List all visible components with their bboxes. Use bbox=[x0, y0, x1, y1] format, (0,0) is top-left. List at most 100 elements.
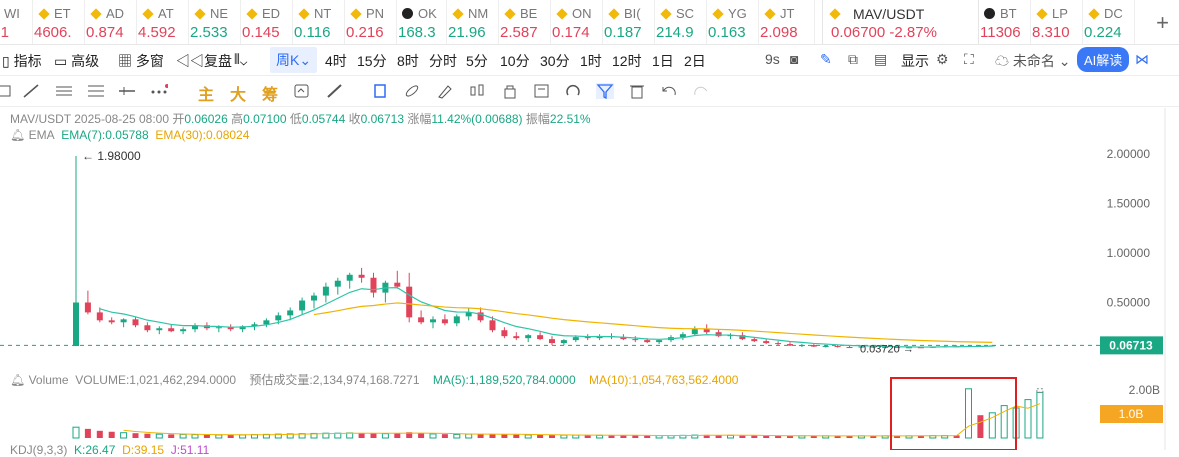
filter-icon[interactable] bbox=[596, 83, 614, 100]
fullscreen-icon[interactable]: ⛶ bbox=[964, 51, 974, 67]
chips-button[interactable]: 筹 bbox=[262, 87, 279, 104]
share-icon[interactable]: ⋈ bbox=[1135, 51, 1149, 67]
close-label: 收 bbox=[348, 112, 361, 126]
trash-icon[interactable] bbox=[628, 83, 646, 99]
candle-body bbox=[787, 344, 793, 346]
volume-bar bbox=[358, 433, 365, 438]
ticker-tab[interactable]: NT 0.116 bbox=[292, 0, 345, 44]
gear-icon[interactable]: ⚙ bbox=[936, 51, 949, 67]
sync-icon[interactable] bbox=[293, 83, 311, 99]
display-button[interactable]: 显示 bbox=[901, 53, 929, 69]
period-option[interactable]: 8时 bbox=[397, 53, 419, 69]
ticker-price: 0.174 bbox=[552, 24, 590, 41]
candle-body bbox=[525, 335, 532, 339]
period-option[interactable]: 15分 bbox=[357, 53, 387, 69]
redo-icon[interactable] bbox=[692, 83, 710, 99]
candle-body bbox=[299, 300, 306, 311]
ticker-tab[interactable]: ON 0.174 bbox=[550, 0, 603, 44]
ticker-tab[interactable]: WI 261 bbox=[0, 0, 33, 44]
cursor-icon[interactable] bbox=[0, 83, 14, 99]
ticker-tab[interactable]: BE 2.587 bbox=[498, 0, 551, 44]
ticker-tab[interactable]: SC 214.9 bbox=[654, 0, 707, 44]
cloud-save-button[interactable]: ☁ 未命名 ⌄ bbox=[995, 53, 1071, 69]
multi-window-button[interactable]: ▦ 多窗 bbox=[118, 53, 164, 69]
note-icon[interactable] bbox=[533, 83, 551, 99]
kdj-title[interactable]: KDJ(9,3,3) bbox=[10, 443, 68, 457]
volume-bar bbox=[465, 433, 473, 439]
candle-body bbox=[870, 346, 877, 348]
ticker-tab[interactable]: JT 2.098 bbox=[758, 0, 815, 44]
estimated-volume-bar bbox=[1036, 388, 1044, 393]
ticker-price: 0.116 bbox=[294, 24, 331, 41]
advanced-button[interactable]: ▭ 高级 bbox=[54, 53, 100, 69]
bell-icon[interactable]: 🔔︎ bbox=[10, 373, 26, 387]
ema-title[interactable]: EMA bbox=[28, 128, 55, 142]
ruler-icon[interactable] bbox=[326, 83, 344, 99]
ticker-name: NT bbox=[314, 6, 332, 21]
candles-icon[interactable] bbox=[468, 83, 486, 99]
candle-body bbox=[334, 280, 341, 287]
link-icon[interactable] bbox=[403, 83, 421, 99]
ticker-tab[interactable]: BI(0.187 bbox=[602, 0, 655, 44]
ticker-tab[interactable]: BT 11306 bbox=[978, 0, 1031, 44]
period-option[interactable]: 1时 bbox=[580, 53, 602, 69]
period-option[interactable]: 分时 bbox=[429, 53, 457, 69]
candle-body bbox=[180, 329, 187, 332]
close-value: 0.06713 bbox=[360, 112, 404, 126]
ticker-tab[interactable]: NE 2.533 bbox=[188, 0, 241, 44]
lock-icon[interactable] bbox=[501, 83, 519, 99]
chart-type-button[interactable]: ⫴⌄ bbox=[234, 51, 248, 67]
candle-body bbox=[215, 327, 222, 329]
ticker-tab[interactable]: LP 8.310 bbox=[1030, 0, 1083, 44]
ai-interpret-button[interactable]: AI解读 bbox=[1077, 47, 1130, 72]
ticker-tab[interactable]: AD 0.874 bbox=[84, 0, 137, 44]
main-force-button[interactable]: 主 bbox=[198, 87, 215, 104]
period-option[interactable]: 4时 bbox=[325, 53, 347, 69]
ticker-tab[interactable]: OK 168.3 bbox=[396, 0, 447, 44]
popout-icon[interactable]: ⧉ bbox=[848, 51, 858, 67]
period-option[interactable]: 2日 bbox=[684, 53, 706, 69]
ticker-name: NM bbox=[468, 6, 489, 21]
period-option[interactable]: 1日 bbox=[652, 53, 674, 69]
brush-icon[interactable] bbox=[436, 83, 454, 99]
ticker-tab[interactable]: DC 0.224 bbox=[1082, 0, 1135, 44]
volume-bar bbox=[501, 434, 508, 438]
ticker-tab[interactable]: ED 0.145 bbox=[240, 0, 293, 44]
volume-title[interactable]: Volume bbox=[28, 373, 69, 387]
trendline-icon[interactable] bbox=[22, 83, 40, 99]
ticker-price: 0.145 bbox=[242, 24, 280, 41]
fibonacci-icon[interactable] bbox=[87, 83, 105, 99]
pencil-icon[interactable]: ✎ bbox=[820, 51, 832, 67]
big-order-button[interactable]: 大 bbox=[230, 87, 247, 104]
period-option[interactable]: 10分 bbox=[500, 53, 530, 69]
price-chart[interactable]: 2.00000 1.50000 1.00000 0.50000 0.06713 ← 1.9… bbox=[0, 108, 1179, 450]
bell-icon[interactable]: 🔔︎ bbox=[10, 128, 26, 142]
parallel-lines-icon[interactable] bbox=[55, 83, 73, 99]
period-weekly[interactable]: 周K⌄ bbox=[270, 47, 318, 73]
ticker-tab[interactable]: NM 21.96 bbox=[446, 0, 499, 44]
undo-icon[interactable] bbox=[660, 83, 678, 99]
copy-icon[interactable] bbox=[371, 83, 389, 99]
period-option[interactable]: 5分 bbox=[466, 53, 488, 69]
magnet-icon[interactable] bbox=[564, 83, 582, 99]
ticker-tab[interactable]: PN 0.216 bbox=[344, 0, 397, 44]
ticker-tab[interactable]: YG 0.163 bbox=[706, 0, 759, 44]
binance-icon bbox=[90, 8, 102, 20]
candle-body bbox=[620, 337, 627, 340]
ticker-tab[interactable]: ET 4606. bbox=[32, 0, 85, 44]
ticker-tab-active[interactable]: MAV/USDT 0.06700 -2.87% bbox=[822, 0, 979, 44]
horizontal-line-icon[interactable] bbox=[118, 83, 136, 99]
replay-button[interactable]: ◁◁复盘 bbox=[176, 53, 232, 69]
layout-icon[interactable]: ▤ bbox=[874, 51, 888, 67]
ticker-tab[interactable]: AT 4.592 bbox=[136, 0, 189, 44]
more-tools-icon[interactable] bbox=[150, 83, 169, 99]
candle-body bbox=[418, 317, 425, 323]
binance-icon bbox=[452, 8, 464, 20]
add-tab-button[interactable]: + bbox=[1156, 10, 1169, 35]
ticker-price: 0.224 bbox=[1084, 24, 1122, 41]
period-option[interactable]: 30分 bbox=[540, 53, 570, 69]
period-option[interactable]: 12时 bbox=[612, 53, 642, 69]
indicators-button[interactable]: ▯ 指标 bbox=[2, 53, 42, 69]
binance-icon bbox=[829, 8, 841, 20]
camera-icon[interactable]: ◙ bbox=[790, 51, 799, 67]
